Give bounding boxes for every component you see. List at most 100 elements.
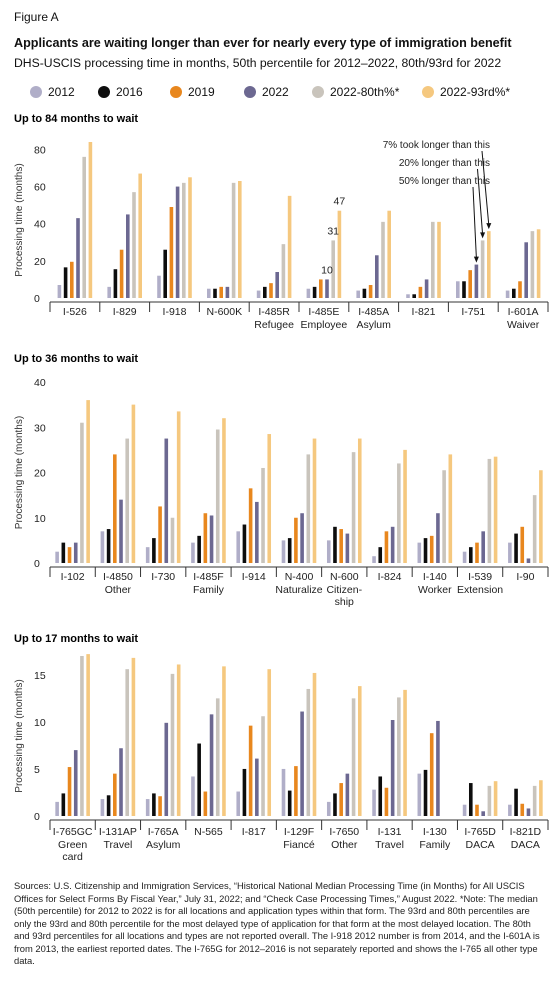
bar bbox=[113, 454, 117, 563]
legend-swatch bbox=[170, 86, 182, 98]
annotation-arrow bbox=[481, 150, 490, 226]
bar bbox=[300, 711, 304, 816]
bar bbox=[306, 454, 311, 563]
bar bbox=[170, 673, 175, 816]
bar bbox=[248, 488, 253, 563]
bar bbox=[76, 218, 80, 298]
bar bbox=[518, 281, 522, 298]
category-sublabel: Travel bbox=[375, 839, 404, 851]
bar bbox=[333, 793, 337, 816]
bar bbox=[261, 716, 265, 816]
category-label: I-130 bbox=[423, 826, 447, 838]
bar bbox=[213, 288, 217, 298]
category-label: I-7650 bbox=[329, 826, 359, 838]
bar bbox=[61, 793, 66, 816]
bar bbox=[306, 288, 311, 298]
category-label: I-821D bbox=[510, 826, 542, 838]
y-axis-title: Processing time (months) bbox=[14, 416, 25, 529]
bar bbox=[429, 733, 434, 816]
category-label: I-824 bbox=[378, 571, 402, 583]
chart-84-months: Up to 84 months to wait Processing time (… bbox=[14, 113, 549, 331]
category-label: I-485F bbox=[193, 571, 223, 583]
legend-label: 2022 bbox=[262, 85, 289, 99]
figure-title: Applicants are waiting longer than ever … bbox=[14, 36, 512, 50]
bar bbox=[242, 768, 247, 816]
bar bbox=[100, 531, 105, 563]
bar bbox=[326, 540, 331, 563]
bar bbox=[475, 542, 479, 563]
bar bbox=[397, 697, 401, 816]
category-sublabel: Employee bbox=[301, 319, 348, 331]
category-label: I-829 bbox=[113, 306, 137, 318]
bar bbox=[357, 686, 362, 816]
category-label: I-485E bbox=[308, 306, 339, 318]
bar bbox=[80, 656, 84, 816]
bar bbox=[82, 156, 86, 298]
category-label: I-918 bbox=[163, 306, 187, 318]
bar bbox=[493, 781, 498, 816]
bar bbox=[424, 279, 429, 298]
bar bbox=[390, 526, 395, 563]
bar bbox=[191, 776, 195, 816]
category-label: I-129F bbox=[284, 826, 314, 838]
bar bbox=[236, 791, 241, 816]
bar bbox=[384, 531, 389, 563]
bar bbox=[197, 743, 201, 816]
category-sublabel: ship bbox=[335, 596, 354, 608]
bar bbox=[188, 177, 192, 298]
bar bbox=[378, 547, 383, 563]
bar bbox=[294, 766, 298, 816]
bar bbox=[294, 517, 298, 563]
bar bbox=[182, 182, 186, 298]
bar bbox=[475, 804, 479, 816]
bar bbox=[267, 669, 272, 816]
bar bbox=[281, 540, 286, 563]
bar bbox=[520, 803, 525, 816]
bar bbox=[248, 725, 253, 816]
category-label: I-765D bbox=[464, 826, 496, 838]
bar bbox=[63, 267, 68, 298]
chart-title: Up to 84 months to wait bbox=[14, 113, 138, 125]
bar bbox=[312, 286, 317, 298]
y-tick-label: 15 bbox=[34, 670, 46, 682]
bar bbox=[113, 269, 118, 298]
bar bbox=[532, 495, 537, 563]
bar bbox=[255, 501, 259, 563]
bar bbox=[163, 249, 167, 298]
category-label: I-4850 bbox=[103, 571, 133, 583]
bar bbox=[474, 264, 479, 298]
category-label: I-90 bbox=[516, 571, 534, 583]
bar bbox=[203, 513, 208, 563]
category-label: N-600 bbox=[330, 571, 359, 583]
bar bbox=[326, 801, 331, 816]
bar bbox=[536, 229, 541, 298]
bar bbox=[55, 801, 59, 816]
bar bbox=[242, 524, 247, 563]
legend-swatch bbox=[244, 86, 256, 98]
bar bbox=[357, 438, 362, 563]
category-sublabel: Extension bbox=[457, 584, 503, 596]
legend-item-2022-80th: 2022-80th%* bbox=[312, 85, 399, 99]
bar bbox=[368, 285, 373, 298]
bar bbox=[508, 542, 512, 563]
bar bbox=[429, 535, 434, 563]
bar bbox=[468, 783, 473, 816]
y-tick-label: 0 bbox=[34, 811, 40, 823]
bar bbox=[287, 790, 292, 816]
bar bbox=[169, 207, 174, 298]
bar bbox=[508, 804, 512, 816]
category-label: I-102 bbox=[61, 571, 85, 583]
y-tick-label: 20 bbox=[34, 468, 46, 480]
category-label: I-601A bbox=[508, 306, 539, 318]
category-sublabel: DACA bbox=[511, 839, 540, 851]
bar bbox=[145, 547, 150, 563]
bar bbox=[125, 669, 130, 816]
annotation-label: 50% longer than this bbox=[399, 176, 490, 187]
category-sublabel: Green bbox=[58, 839, 87, 851]
bar bbox=[325, 279, 329, 298]
bar bbox=[138, 173, 142, 298]
bar bbox=[526, 558, 531, 563]
bar bbox=[448, 454, 453, 563]
bar bbox=[209, 515, 214, 563]
